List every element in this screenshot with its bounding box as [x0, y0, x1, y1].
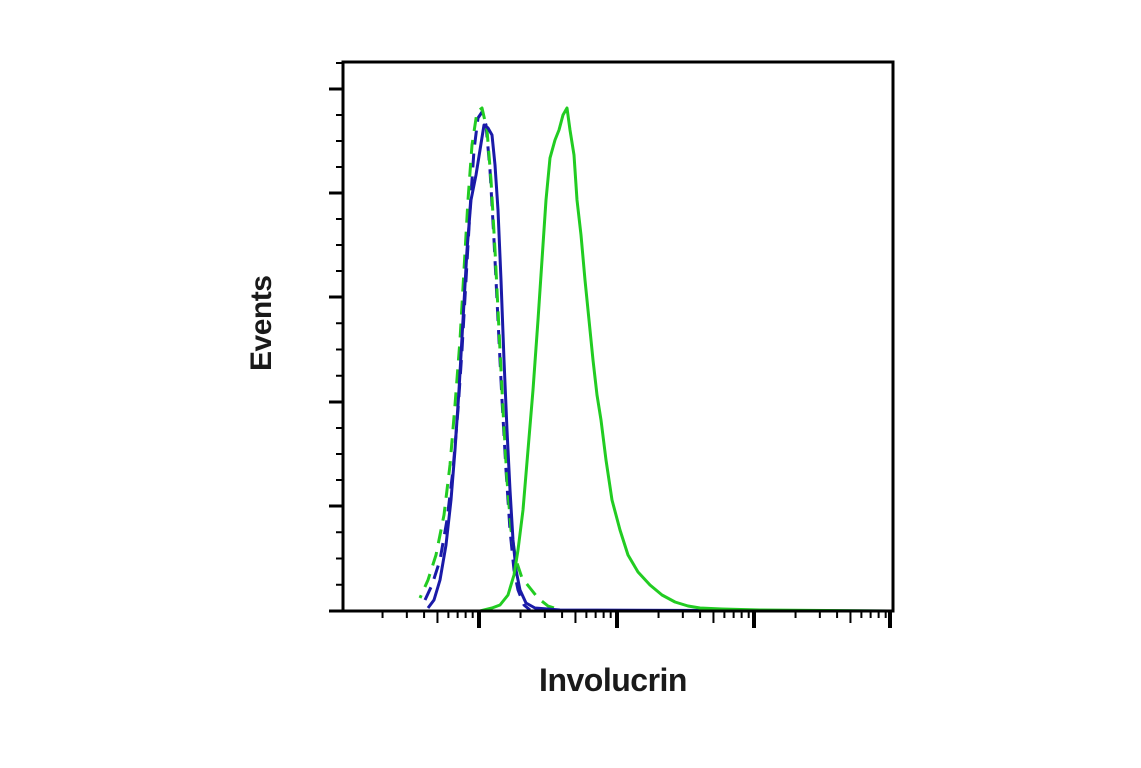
- y-axis-title: Events: [245, 275, 278, 371]
- series-line-1: [418, 106, 561, 612]
- plot-frame: [341, 60, 895, 613]
- x-axis-title: Involucrin: [539, 662, 687, 698]
- x-axis-ticks: [381, 611, 892, 628]
- y-axis-ticks: [329, 62, 343, 613]
- series-line-3: [343, 106, 894, 613]
- series-line-2: [426, 123, 894, 613]
- histogram-curves: [343, 106, 894, 613]
